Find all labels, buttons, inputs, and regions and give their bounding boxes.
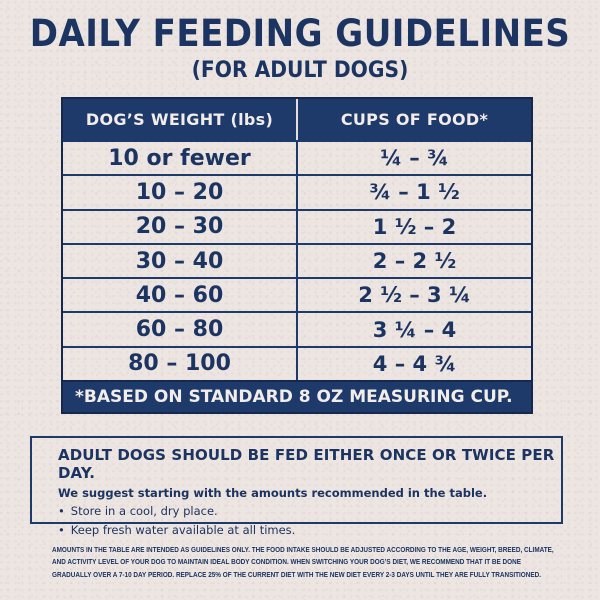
cups-cell: ¼ – ¾ <box>380 146 449 171</box>
weight-cell: 10 – 20 <box>63 176 298 209</box>
column-header-weight: DOG’S WEIGHT (lbs) <box>63 99 298 140</box>
table-row: 10 – 20 ¾ – 1 ½ <box>63 174 531 209</box>
weight-cell: 80 – 100 <box>63 347 298 381</box>
feeding-table: DOG’S WEIGHT (lbs) CUPS OF FOOD* 10 or f… <box>61 97 533 415</box>
table-row: 40 – 60 2 ½ – 3 ¼ <box>63 277 531 312</box>
weight-cell: 20 – 30 <box>63 210 298 243</box>
weight-cell: 30 – 40 <box>63 244 298 278</box>
info-bullet-list: Store in a cool, dry place. Keep fresh w… <box>58 504 561 537</box>
table-row: 80 – 100 4 – 4 ¾ <box>63 345 531 381</box>
table-row: 60 – 80 3 ¼ – 4 <box>63 311 531 346</box>
cups-cell: 2 ½ – 3 ¼ <box>358 283 471 308</box>
info-bullet: Keep fresh water available at all times. <box>58 523 561 537</box>
cups-cell: 2 – 2 ½ <box>372 249 457 274</box>
weight-cell: 10 or fewer <box>63 142 298 175</box>
weight-cell: 40 – 60 <box>63 279 298 312</box>
page-subtitle: (FOR ADULT DOGS) <box>191 58 409 83</box>
info-bullet: Store in a cool, dry place. <box>58 504 561 518</box>
cups-cell: 1 ½ – 2 <box>372 214 457 239</box>
info-subheading: We suggest starting with the amounts rec… <box>58 486 488 500</box>
cups-cell: 3 ¼ – 4 <box>372 317 457 342</box>
page-title: DAILY FEEDING GUIDELINES <box>29 12 571 55</box>
disclaimer-line: GRADUALLY OVER A 7-10 DAY PERIOD. REPLAC… <box>52 569 541 579</box>
table-row: 20 – 30 1 ½ – 2 <box>63 208 531 243</box>
table-footnote: *BASED ON STANDARD 8 OZ MEASURING CUP. <box>63 380 531 413</box>
cups-cell: 4 – 4 ¾ <box>372 351 457 376</box>
cups-cell: ¾ – 1 ½ <box>369 180 460 205</box>
weight-cell: 60 – 80 <box>63 313 298 346</box>
column-header-cups: CUPS OF FOOD* <box>340 110 489 129</box>
disclaimer-line: AND ACTIVITY LEVEL OF YOUR DOG TO MAINTA… <box>52 557 521 567</box>
feeding-info-box: ADULT DOGS SHOULD BE FED EITHER ONCE OR … <box>30 436 563 537</box>
disclaimer-line: AMOUNTS IN THE TABLE ARE INTENDED AS GUI… <box>52 545 554 554</box>
disclaimer-text: AMOUNTS IN THE TABLE ARE INTENDED AS GUI… <box>52 544 556 581</box>
table-header: DOG’S WEIGHT (lbs) CUPS OF FOOD* <box>63 99 531 140</box>
table-row: 30 – 40 2 – 2 ½ <box>63 242 531 278</box>
info-heading: ADULT DOGS SHOULD BE FED EITHER ONCE OR … <box>58 446 555 482</box>
table-row: 10 or fewer ¼ – ¾ <box>63 140 531 175</box>
